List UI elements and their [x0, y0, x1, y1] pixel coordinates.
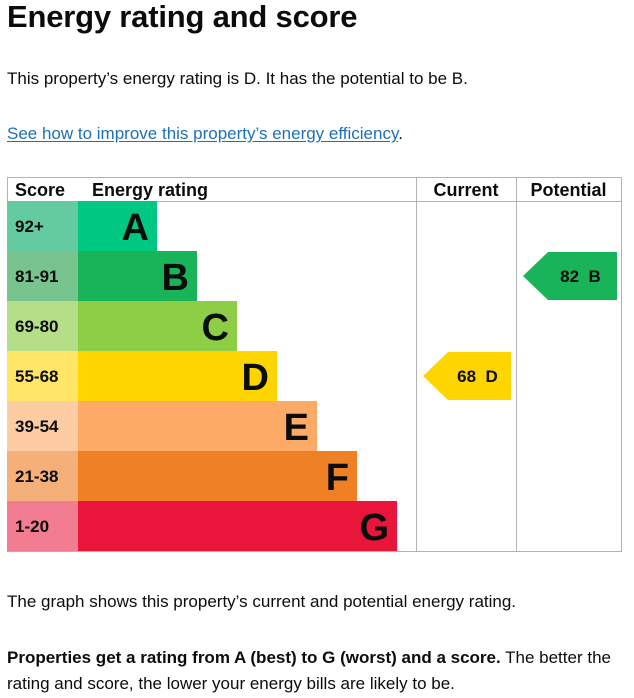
header-energy-rating: Energy rating — [92, 180, 208, 200]
score-range-cell-f — [7, 451, 78, 501]
rating-letter-c: C — [202, 307, 229, 349]
rating-explanation-rest: The better the rating and score, the low… — [7, 648, 611, 693]
score-range-cell-c — [7, 301, 78, 351]
score-range-b: 81-91 — [15, 267, 58, 286]
rating-explanation-bold: Properties get a rating from A (best) to… — [7, 648, 501, 667]
graph-caption: The graph shows this property’s current … — [7, 592, 517, 611]
rating-bar-g — [78, 501, 397, 551]
improve-efficiency-link[interactable]: See how to improve this property’s energ… — [7, 124, 399, 143]
score-range-g: 1-20 — [15, 517, 49, 536]
rating-letter-g: G — [359, 507, 389, 549]
potential-rating-label: 82 B — [560, 267, 601, 286]
improve-link-line: See how to improve this property’s energ… — [7, 123, 403, 145]
score-range-c: 69-80 — [15, 317, 58, 336]
score-range-a: 92+ — [15, 217, 44, 236]
score-range-cell-a — [7, 201, 78, 251]
rating-summary: This property’s energy rating is D. It h… — [7, 69, 468, 88]
rating-letter-e: E — [284, 407, 309, 449]
rating-bar-f — [78, 451, 357, 501]
header-potential: Potential — [530, 180, 606, 200]
rating-bar-e — [78, 401, 317, 451]
score-range-cell-b — [7, 251, 78, 301]
rating-explanation: Properties get a rating from A (best) to… — [7, 645, 627, 697]
score-range-cell-d — [7, 351, 78, 401]
current-rating-arrow — [423, 352, 511, 400]
score-range-cell-e — [7, 401, 78, 451]
score-range-cell-g — [7, 501, 78, 551]
header-score: Score — [15, 180, 65, 200]
header-current: Current — [433, 180, 498, 200]
energy-rating-chart: Score Energy rating Current Potential 92+ A 81… — [7, 177, 622, 552]
rating-bar-b — [78, 251, 197, 301]
page-title: Energy rating and score — [7, 0, 358, 34]
rating-bar-a — [78, 201, 157, 251]
rating-letter-f: F — [326, 457, 349, 499]
rating-letter-d: D — [242, 357, 269, 399]
score-range-f: 21-38 — [15, 467, 58, 486]
rating-letter-b: B — [162, 257, 189, 299]
score-range-e: 39-54 — [15, 417, 59, 436]
rating-letter-a: A — [122, 207, 149, 249]
link-suffix: . — [398, 124, 403, 143]
current-rating-label: 68 D — [457, 367, 498, 386]
score-range-d: 55-68 — [15, 367, 58, 386]
rating-bar-d — [78, 351, 277, 401]
rating-bar-c — [78, 301, 237, 351]
potential-rating-arrow — [523, 252, 617, 300]
